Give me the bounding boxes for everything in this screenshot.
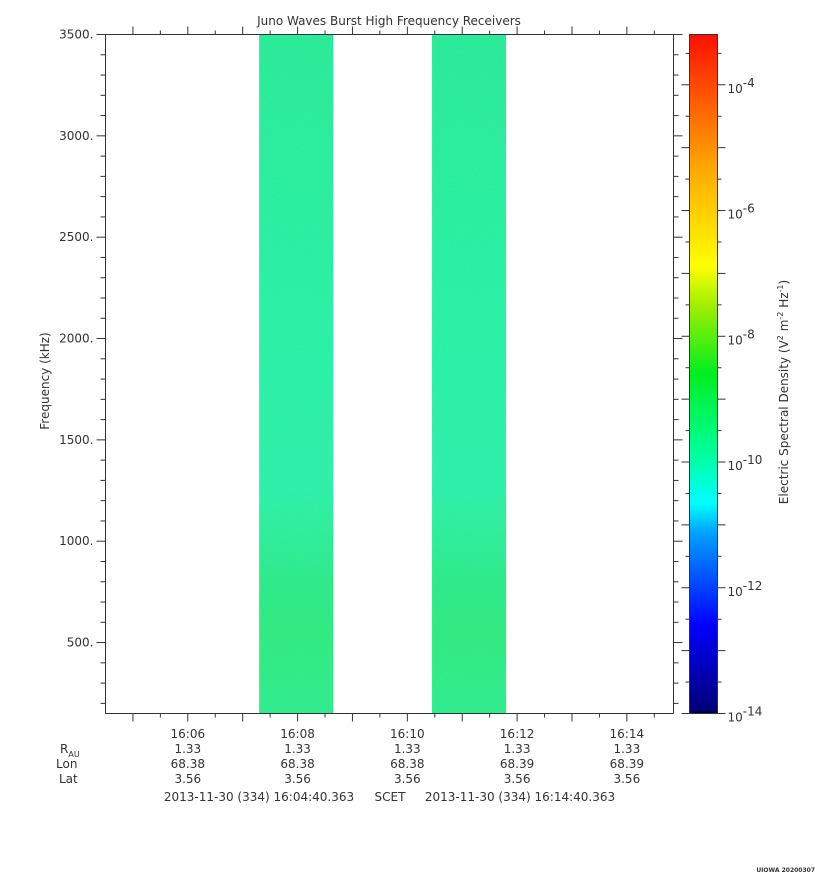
ephem-rau-value: 1.33 — [394, 742, 421, 756]
ephem-lat-value: 3.56 — [174, 772, 201, 786]
ephem-label-rau: RAU — [60, 742, 80, 759]
y-axis: 500. 1000. 1500. 2000. 2500. 3000. 3500. — [59, 28, 683, 704]
y-tick-label: 3000. — [59, 129, 93, 143]
time-range-end: 2013-11-30 (334) 16:14:40.363 — [425, 790, 615, 804]
ephemeris-row-labels: RAU Lon Lat — [56, 742, 80, 786]
colorbar-axis: 10-4 10-6 10-8 10-10 10-12 10-14 — [681, 52, 763, 725]
colorbar-tick-label: 10-6 — [728, 202, 755, 222]
colorbar-label: Electric Spectral Density (V2 m-2 Hz-1) — [776, 280, 791, 504]
time-range-mid: SCET — [375, 790, 407, 804]
data-blocks — [259, 34, 507, 714]
colorbar — [689, 34, 718, 714]
x-axis: 16:06 16:08 16:10 16:12 16:14 — [132, 26, 655, 741]
ephem-rau-value: 1.33 — [284, 742, 311, 756]
y-axis-label: Frequency (kHz) — [38, 332, 52, 429]
ephem-lat-value: 3.56 — [284, 772, 311, 786]
data-block-2 — [432, 34, 507, 714]
colorbar-tick-label: 10-12 — [728, 579, 763, 599]
time-range: 2013-11-30 (334) 16:04:40.363 SCET 2013-… — [164, 790, 615, 804]
y-tick-label: 3500. — [59, 28, 93, 42]
x-tick-label: 16:14 — [610, 727, 645, 741]
ephem-rau-value: 1.33 — [504, 742, 531, 756]
ephem-lon-value: 68.38 — [390, 757, 424, 771]
ephem-lon-value: 68.39 — [500, 757, 534, 771]
colorbar-tick-label: 10-14 — [728, 705, 763, 725]
footer-stamp: UIOWA 20200307 — [756, 867, 815, 874]
y-tick-label: 2000. — [59, 332, 93, 346]
data-block-1 — [259, 34, 334, 714]
ephem-lon-value: 68.38 — [171, 757, 205, 771]
chart-title: Juno Waves Burst High Frequency Receiver… — [256, 14, 521, 28]
ephem-label-lat: Lat — [59, 772, 78, 786]
y-tick-label: 500. — [67, 636, 94, 650]
ephem-lon-value: 68.39 — [610, 757, 644, 771]
ephem-lat-value: 3.56 — [613, 772, 640, 786]
ephem-label-lon: Lon — [56, 757, 77, 771]
ephem-lon-value: 68.38 — [280, 757, 314, 771]
x-tick-label: 16:06 — [171, 727, 206, 741]
y-tick-label: 1500. — [59, 433, 93, 447]
y-tick-label: 2500. — [59, 230, 93, 244]
ephem-lat-value: 3.56 — [504, 772, 531, 786]
x-tick-label: 16:08 — [280, 727, 315, 741]
ephem-lat-value: 3.56 — [394, 772, 421, 786]
time-range-start: 2013-11-30 (334) 16:04:40.363 — [164, 790, 354, 804]
y-tick-label: 1000. — [59, 534, 93, 548]
colorbar-tick-label: 10-10 — [728, 453, 763, 473]
ephem-rau-value: 1.33 — [174, 742, 201, 756]
colorbar-tick-label: 10-8 — [728, 327, 755, 347]
x-tick-label: 16:10 — [390, 727, 425, 741]
ephem-rau-value: 1.33 — [613, 742, 640, 756]
x-tick-label: 16:12 — [500, 727, 535, 741]
colorbar-tick-label: 10-4 — [728, 76, 755, 96]
plot-frame — [105, 34, 674, 714]
